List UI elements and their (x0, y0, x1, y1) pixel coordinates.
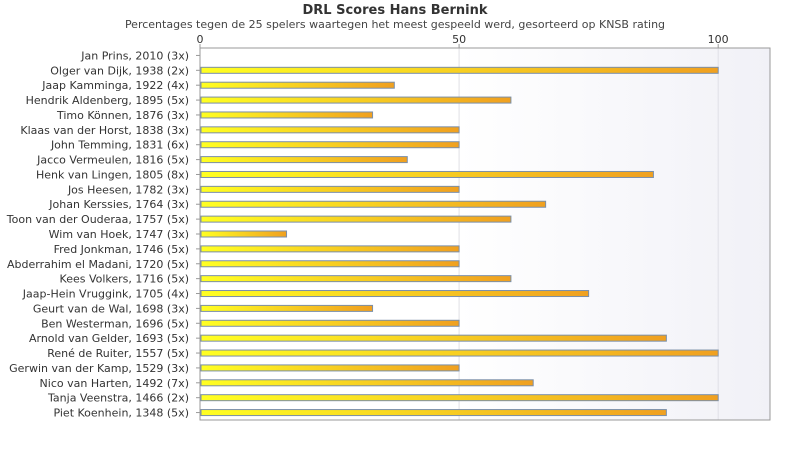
bar (200, 334, 667, 342)
bar (200, 141, 460, 149)
x-tick-label: 0 (197, 33, 204, 46)
bar (200, 156, 408, 164)
bar (200, 364, 460, 372)
category-label: René de Ruiter, 1557 (5x) (47, 347, 189, 360)
bar (200, 245, 460, 253)
category-label: Jacco Vermeulen, 1816 (5x) (36, 154, 189, 167)
bar (200, 111, 374, 119)
category-label: John Temming, 1831 (6x) (50, 139, 189, 152)
bar (200, 81, 395, 89)
bar (200, 66, 719, 74)
category-label: Jaap Kamminga, 1922 (4x) (41, 79, 189, 92)
chart-title: DRL Scores Hans Bernink (302, 3, 488, 18)
bar (200, 319, 460, 327)
category-label: Tanja Veenstra, 1466 (2x) (47, 392, 189, 405)
category-label: Gerwin van der Kamp, 1529 (3x) (9, 362, 189, 375)
category-label: Kees Volkers, 1716 (5x) (60, 273, 189, 286)
category-label: Fred Jonkman, 1746 (5x) (54, 243, 189, 256)
bar (200, 304, 374, 312)
category-label: Geurt van de Wal, 1698 (3x) (33, 302, 189, 315)
bar (200, 379, 534, 387)
category-label: Klaas van der Horst, 1838 (3x) (20, 124, 189, 137)
bar (200, 275, 512, 283)
bar (200, 394, 719, 402)
category-label: Piet Koenhein, 1348 (5x) (53, 407, 189, 420)
bar (200, 230, 288, 238)
bar (200, 96, 512, 104)
category-label: Jan Prins, 2010 (3x) (80, 49, 189, 62)
x-tick-label: 50 (452, 33, 466, 46)
category-label: Abderrahim el Madani, 1720 (5x) (7, 258, 189, 271)
category-label: Jos Heesen, 1782 (3x) (67, 183, 189, 196)
x-tick-label: 100 (708, 33, 729, 46)
bar (200, 409, 667, 417)
bar (200, 290, 590, 298)
category-label: Timo Können, 1876 (3x) (56, 109, 189, 122)
bar (200, 170, 654, 178)
category-label: Arnold van Gelder, 1693 (5x) (29, 332, 189, 345)
chart-subtitle: Percentages tegen de 25 spelers waartege… (124, 18, 666, 31)
bar (200, 260, 460, 268)
bar (200, 215, 512, 223)
category-label: Nico van Harten, 1492 (7x) (40, 377, 189, 390)
category-label: Johan Kerssies, 1764 (3x) (48, 198, 189, 211)
category-label: Hendrik Aldenberg, 1895 (5x) (26, 94, 189, 107)
plot-border (199, 47, 771, 421)
bar (200, 349, 719, 357)
bar (200, 185, 460, 193)
bar (200, 200, 547, 208)
plot-background-right (459, 48, 770, 420)
category-label: Toon van der Ouderaa, 1757 (5x) (6, 213, 189, 226)
category-label: Olger van Dijk, 1938 (2x) (50, 64, 189, 77)
category-label: Ben Westerman, 1696 (5x) (41, 317, 189, 330)
category-label: Jaap-Hein Vruggink, 1705 (4x) (22, 288, 189, 301)
category-label: Wim van Hoek, 1747 (3x) (49, 228, 189, 241)
bar (200, 126, 460, 134)
category-label: Henk van Lingen, 1805 (8x) (36, 168, 189, 181)
